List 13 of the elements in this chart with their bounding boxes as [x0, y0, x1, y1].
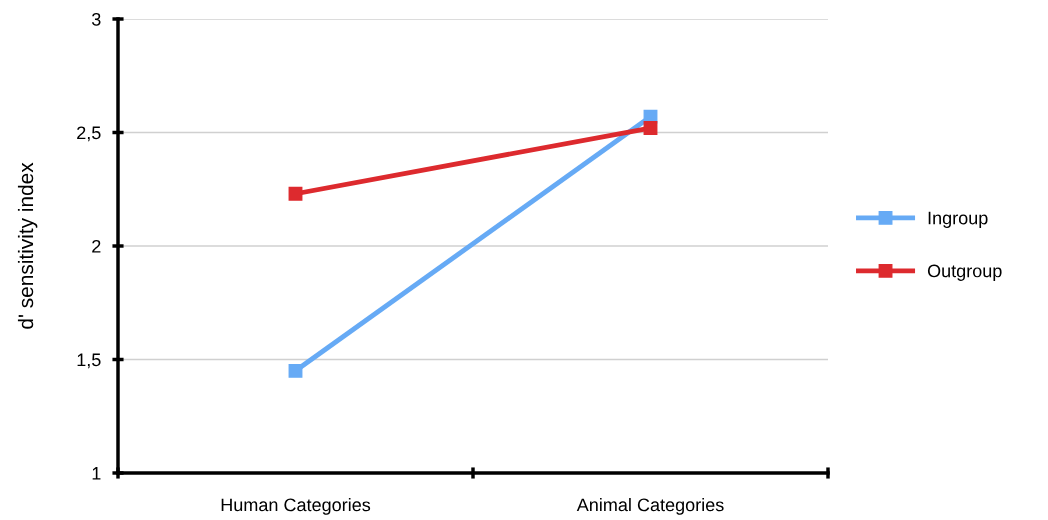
- y-axis-title: d' sensitivity index: [17, 162, 38, 329]
- legend-label: Ingroup: [928, 211, 988, 228]
- y-tick-label: 1,5: [77, 353, 101, 369]
- x-tick-label: Animal Categories: [576, 498, 724, 515]
- point: [288, 186, 303, 201]
- y-tick-label: 1: [92, 467, 101, 480]
- legend-label: Outgroup: [927, 264, 1002, 281]
- y-tick-label: 2,5: [77, 126, 101, 142]
- y-tick-label: 3: [91, 12, 101, 26]
- point: [288, 363, 303, 378]
- point: [643, 121, 658, 135]
- x-tick-label: Human Categories: [221, 498, 371, 515]
- y-tick-label: 2: [92, 239, 101, 253]
